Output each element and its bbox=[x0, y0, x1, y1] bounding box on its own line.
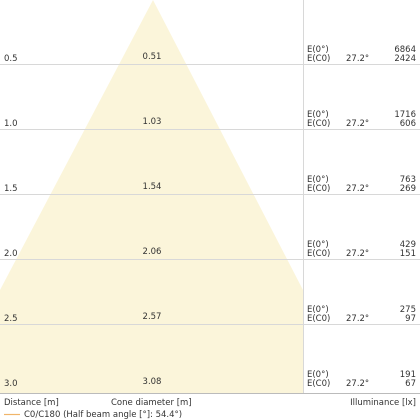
half-angle: 27.2° bbox=[346, 379, 369, 389]
distance: 1.5 bbox=[4, 184, 18, 194]
ec0-value: 606 bbox=[400, 119, 416, 129]
half-angle: 27.2° bbox=[346, 314, 369, 324]
ec0-label: E(C0) bbox=[307, 249, 330, 259]
ec0-value: 2424 bbox=[394, 54, 416, 64]
e0-value: 1716 bbox=[394, 110, 416, 120]
half-angle: 27.2° bbox=[346, 54, 369, 64]
half-angle: 27.2° bbox=[346, 184, 369, 194]
ec0-label: E(C0) bbox=[307, 314, 330, 324]
half-angle: 27.2° bbox=[346, 249, 369, 259]
half-angle: 27.2° bbox=[346, 119, 369, 129]
distance: 0.5 bbox=[4, 54, 18, 64]
e0-value: 763 bbox=[400, 175, 416, 185]
e0-label: E(0°) bbox=[307, 305, 329, 315]
ec0-label: E(C0) bbox=[307, 379, 330, 389]
ec0-label: E(C0) bbox=[307, 119, 330, 129]
distance: 3.0 bbox=[4, 379, 18, 389]
e0-value: 191 bbox=[400, 370, 416, 380]
e0-value: 429 bbox=[400, 240, 416, 250]
e0-label: E(0°) bbox=[307, 45, 329, 55]
cone-diameter: 2.06 bbox=[143, 247, 162, 257]
e0-value: 6864 bbox=[394, 45, 416, 55]
ec0-value: 67 bbox=[405, 379, 416, 389]
e0-label: E(0°) bbox=[307, 370, 329, 380]
footer-illuminance: Illuminance [lx] bbox=[350, 398, 416, 408]
legend-text: C0/C180 (Half beam angle [°]: 54.4°) bbox=[24, 410, 182, 420]
footer-distance: Distance [m] bbox=[4, 398, 59, 408]
e0-label: E(0°) bbox=[307, 110, 329, 120]
ec0-value: 151 bbox=[400, 249, 416, 259]
distance: 2.0 bbox=[4, 249, 18, 259]
cone-diameter: 1.03 bbox=[143, 117, 162, 127]
footer-diameter: Cone diameter [m] bbox=[111, 398, 192, 408]
e0-label: E(0°) bbox=[307, 175, 329, 185]
cone-diameter: 3.08 bbox=[143, 377, 162, 387]
ec0-label: E(C0) bbox=[307, 54, 330, 64]
cone-diameter: 0.51 bbox=[143, 52, 162, 62]
cone-diameter: 1.54 bbox=[143, 182, 162, 192]
e0-label: E(0°) bbox=[307, 240, 329, 250]
distance: 1.0 bbox=[4, 119, 18, 129]
ec0-value: 97 bbox=[405, 314, 416, 324]
light-cone bbox=[0, 0, 303, 393]
distance: 2.5 bbox=[4, 314, 18, 324]
ec0-value: 269 bbox=[400, 184, 416, 194]
ec0-label: E(C0) bbox=[307, 184, 330, 194]
cone-diameter: 2.57 bbox=[143, 312, 162, 322]
e0-value: 275 bbox=[400, 305, 416, 315]
